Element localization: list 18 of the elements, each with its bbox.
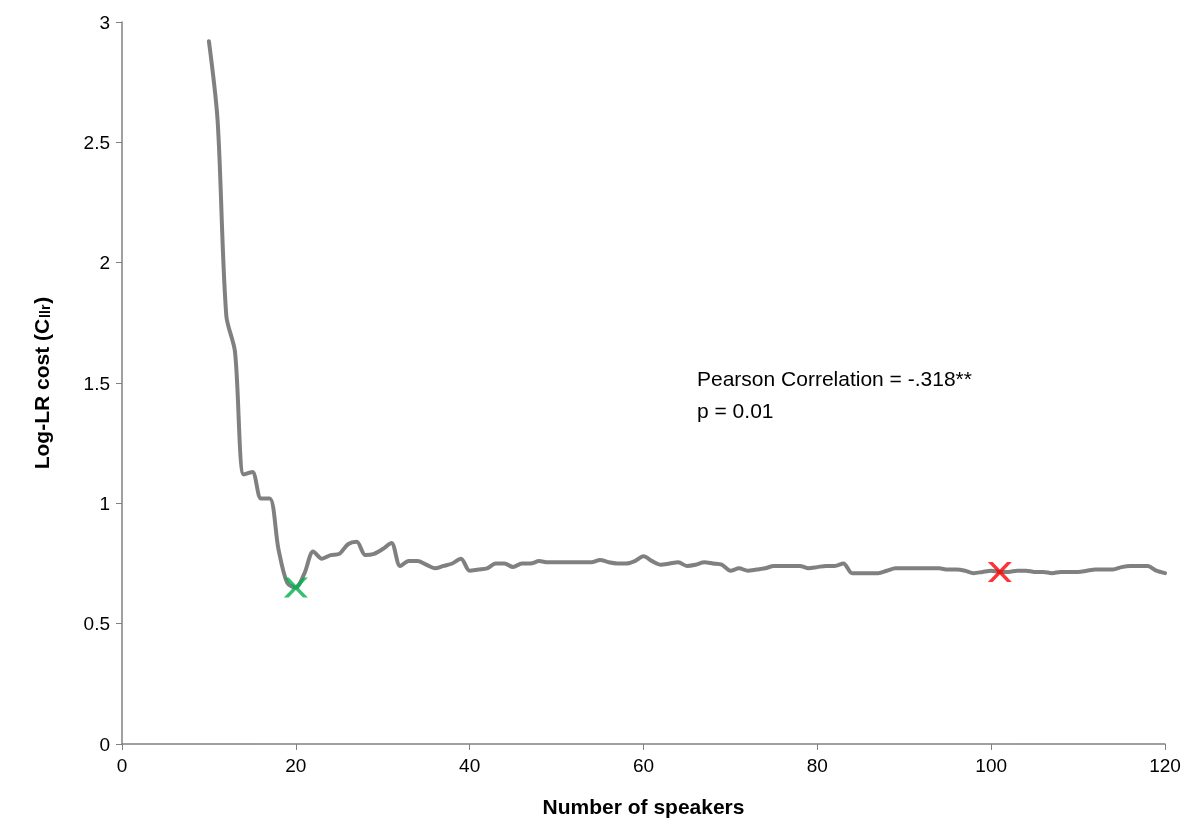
y-tick-label: 0.5	[83, 613, 110, 635]
y-tick-label: 2	[99, 252, 110, 274]
y-tick-label: 0	[99, 733, 110, 755]
x-tick-label: 80	[806, 755, 828, 776]
y-tick-label: 1	[99, 492, 110, 514]
annotation: Pearson Correlation = -.318**	[697, 366, 972, 390]
x-tick-label: 60	[632, 755, 655, 776]
x-tick-label: 120	[1149, 755, 1181, 776]
x-axis-title: Number of speakers	[542, 795, 745, 818]
y-tick-label: 1.5	[83, 372, 110, 394]
x-tick-label: 20	[285, 755, 307, 776]
annotation: p = 0.01	[697, 398, 774, 422]
y-axis-title: Log-LR cost (Cllr)	[30, 296, 53, 470]
x-tick-label: 100	[975, 755, 1008, 776]
x-tick-label: 0	[116, 755, 128, 776]
x-tick-label: 40	[459, 755, 481, 776]
y-tick-label: 3	[99, 11, 110, 33]
y-tick-label: 2.5	[83, 131, 110, 153]
